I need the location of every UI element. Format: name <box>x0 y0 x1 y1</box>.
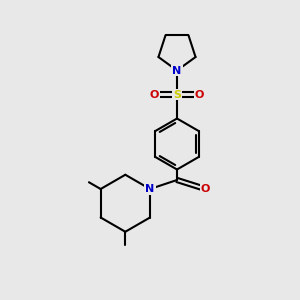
Text: O: O <box>150 89 159 100</box>
Text: O: O <box>195 89 204 100</box>
Text: N: N <box>172 65 182 76</box>
Text: N: N <box>146 184 154 194</box>
Text: O: O <box>201 184 210 194</box>
Text: S: S <box>173 89 181 100</box>
